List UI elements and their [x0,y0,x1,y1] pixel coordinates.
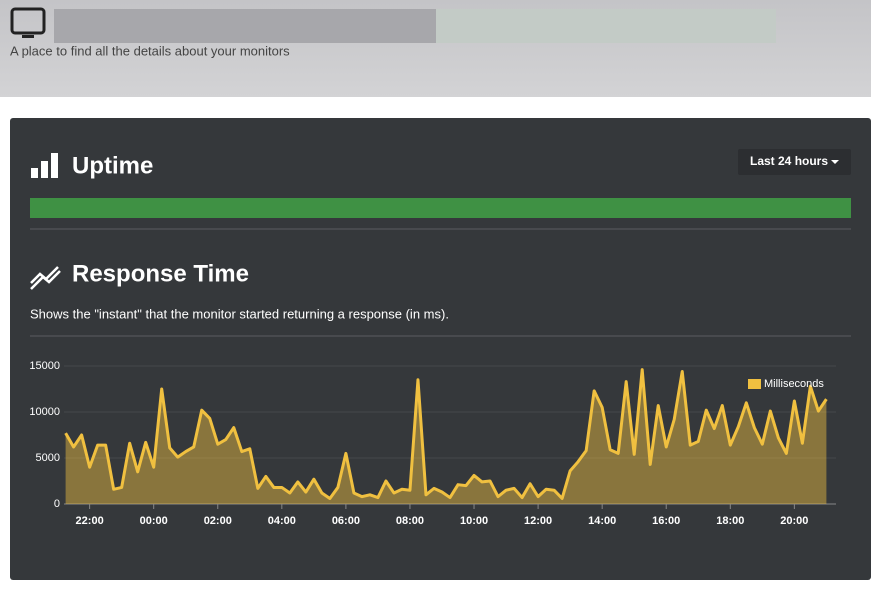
uptime-bar [30,198,851,218]
x-tick-label: 04:00 [268,515,296,527]
header-subtitle: A place to find all the details about yo… [10,43,290,58]
x-tick-label: 02:00 [204,515,232,527]
x-tick-label: 22:00 [76,515,104,527]
response-description: Shows the "instant" that the monitor sta… [30,306,449,321]
x-tick-label: 18:00 [716,515,744,527]
panel [10,118,871,580]
range-button-label: Last 24 hours [750,154,828,168]
y-tick-label: 10000 [29,406,60,418]
bar-icon [31,153,58,178]
x-tick-label: 10:00 [460,515,488,527]
x-tick-label: 06:00 [332,515,360,527]
x-tick-label: 16:00 [652,515,680,527]
caret [831,160,839,164]
y-tick-label: 0 [54,498,60,510]
x-tick-label: 00:00 [140,515,168,527]
x-tick-label: 14:00 [588,515,616,527]
area [65,369,827,504]
x-tick-label: 08:00 [396,515,424,527]
line-icon [30,266,61,290]
range-button[interactable] [738,149,851,175]
line [64,368,828,500]
x-tick-label: 20:00 [780,515,808,527]
monitor-icon [10,7,46,38]
legend-swatch [748,379,761,389]
response-title: Response Time [72,260,249,287]
uptime-title: Uptime [72,152,153,179]
y-tick-label: 5000 [36,452,60,464]
legend-label: Milliseconds [764,378,824,390]
x-tick-label: 12:00 [524,515,552,527]
y-tick-label: 15000 [29,360,60,372]
redacted-name [54,9,776,43]
